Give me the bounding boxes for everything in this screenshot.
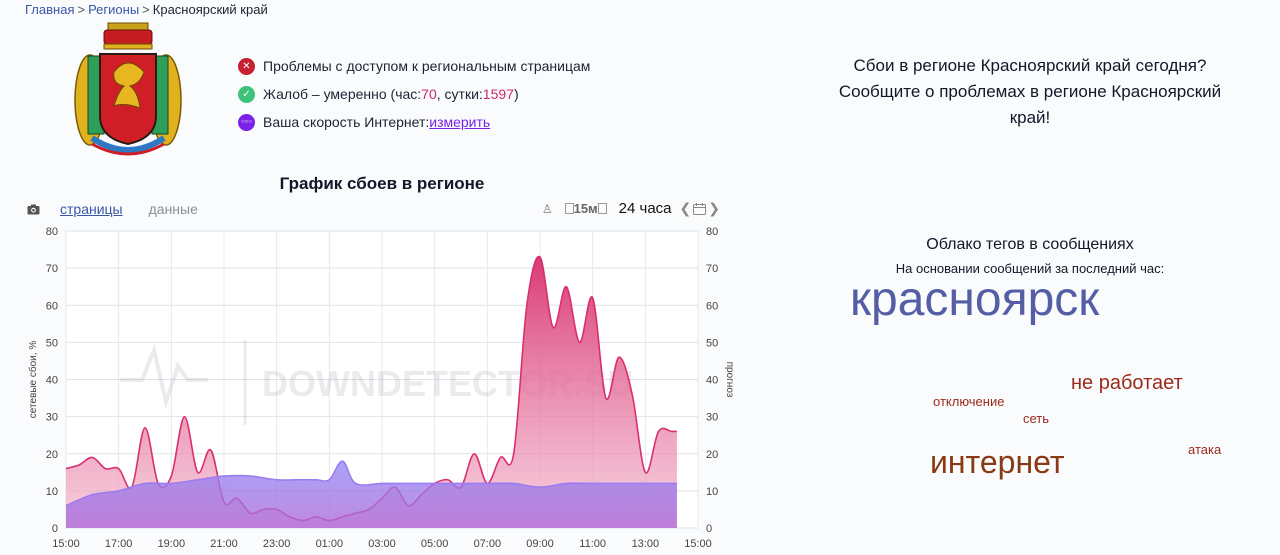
complaints-prefix: Жалоб – умеренно (час: [263, 86, 422, 102]
y-tick-label-right: 60 [706, 300, 718, 312]
chart-title: График сбоев в регионе [279, 174, 485, 193]
y-tick-label-right: 50 [706, 337, 718, 349]
x-tick-label: 15:00 [684, 538, 712, 550]
access-problems-text: Проблемы с доступом к региональным стран… [263, 58, 591, 74]
x-tick-label: 13:00 [632, 538, 660, 550]
y-tick-label-left: 60 [46, 300, 58, 312]
tag-cloud-subtitle: На основании сообщений за последний час: [895, 261, 1165, 276]
x-tick-label: 19:00 [158, 538, 186, 550]
error-icon: ✕ [238, 57, 255, 75]
breadcrumb-separator: > [77, 2, 86, 17]
complaints-day-count: 1597 [482, 86, 514, 102]
y-tick-label-right: 30 [706, 412, 718, 424]
access-problems-row: ✕ Проблемы с доступом к региональным стр… [238, 52, 590, 80]
tag-not-working[interactable]: не работает [1071, 372, 1183, 394]
user-icon[interactable]: ♙ [541, 201, 553, 216]
interval-right-box-icon [597, 203, 607, 214]
cta-line-1: Сбои в регионе Красноярский край сегодня… [853, 56, 1207, 75]
calendar-icon[interactable] [693, 202, 707, 215]
speed-row: ○○○ Ваша скорость Интернет: измерить [238, 108, 590, 136]
chart-tabs: страницы данные [27, 201, 198, 217]
camera-icon[interactable] [27, 204, 40, 215]
y-tick-label-left: 30 [46, 412, 58, 424]
y-tick-label-left: 20 [46, 449, 58, 461]
y-axis-label-right: прогноз [724, 362, 735, 398]
breadcrumb-regions-link[interactable]: Регионы [88, 2, 140, 17]
breadcrumb-home-link[interactable]: Главная [25, 2, 75, 17]
x-tick-label: 03:00 [368, 538, 396, 550]
speed-label: Ваша скорость Интернет: [263, 114, 430, 130]
y-tick-label-right: 0 [706, 523, 712, 535]
breadcrumb-separator: > [142, 2, 150, 17]
y-tick-label-right: 70 [706, 263, 718, 275]
y-tick-label-left: 10 [46, 486, 58, 498]
cta-line-2: Сообщите о проблемах в регионе Красноярс… [838, 82, 1222, 101]
tag-outage[interactable]: отключение [933, 394, 1005, 409]
measure-speed-link[interactable]: измерить [429, 114, 491, 130]
region-coat-of-arms-icon [74, 22, 182, 156]
forecast-series-line [65, 460, 677, 507]
region-status-list: ✕ Проблемы с доступом к региональным стр… [238, 52, 590, 136]
reports-series-area [66, 256, 677, 528]
x-tick-label: 09:00 [526, 538, 554, 550]
report-call-to-action: Сбои в регионе Красноярский край сегодня… [820, 53, 1240, 131]
tab-pages[interactable]: страницы [60, 201, 123, 217]
x-tick-label: 15:00 [52, 538, 80, 550]
tab-data[interactable]: данные [148, 201, 198, 217]
breadcrumb-current: Красноярский край [152, 2, 268, 17]
y-tick-label-right: 40 [706, 375, 718, 387]
tag-cloud-title: Облако тегов в сообщениях [926, 236, 1134, 253]
breadcrumb: Главная > Регионы > Красноярский край [25, 2, 268, 17]
cta-line-3: край! [1009, 108, 1051, 127]
chart-controls: ♙ 15м 24 часа ❮ ❯ [542, 200, 720, 217]
interval-label: 15м [573, 201, 598, 216]
x-tick-label: 23:00 [263, 538, 291, 550]
tag-attack[interactable]: атака [1188, 442, 1222, 457]
complaints-mid: , сутки: [436, 86, 483, 102]
tag-krasnoyarsk[interactable]: красноярск [850, 273, 1100, 326]
chevron-left-icon[interactable]: ❮ [679, 200, 692, 216]
x-tick-label: 01:00 [316, 538, 344, 550]
tag-internet[interactable]: интернет [930, 444, 1065, 480]
complaints-suffix: ) [513, 86, 519, 102]
y-tick-label-left: 50 [46, 337, 58, 349]
x-tick-label: 05:00 [421, 538, 449, 550]
check-icon: ✓ [238, 85, 255, 103]
period-label: 24 часа [618, 200, 672, 217]
y-tick-label-left: 40 [46, 375, 58, 387]
speedtest-icon: ○○○ [238, 113, 255, 131]
y-tick-label-left: 70 [46, 263, 58, 275]
complaints-hour-count: 70 [421, 86, 437, 102]
chart-axes: 0 0 10 10 20 20 30 30 40 40 50 50 60 60 70 70 80 80 15:00 1… [27, 226, 735, 550]
y-axis-label-left: сетевые сбои, % [27, 341, 39, 419]
y-tick-label-left: 0 [52, 523, 58, 535]
chart-series [65, 255, 677, 528]
x-tick-label: 17:00 [105, 538, 133, 550]
chevron-right-icon[interactable]: ❯ [708, 200, 720, 216]
y-tick-label-right: 10 [706, 486, 718, 498]
y-tick-label-left: 80 [46, 226, 58, 238]
x-tick-label: 11:00 [579, 538, 606, 550]
complaints-row: ✓ Жалоб – умеренно (час: 70, сутки: 1597… [238, 80, 590, 108]
x-tick-label: 21:00 [210, 538, 238, 550]
interval-selector[interactable]: 15м [564, 201, 607, 216]
y-tick-label-right: 80 [706, 226, 718, 238]
y-tick-label-right: 20 [706, 449, 718, 461]
x-tick-label: 07:00 [474, 538, 502, 550]
tag-network[interactable]: сеть [1023, 411, 1050, 426]
forecast-series-area [66, 461, 677, 528]
interval-left-box-icon [564, 203, 574, 214]
